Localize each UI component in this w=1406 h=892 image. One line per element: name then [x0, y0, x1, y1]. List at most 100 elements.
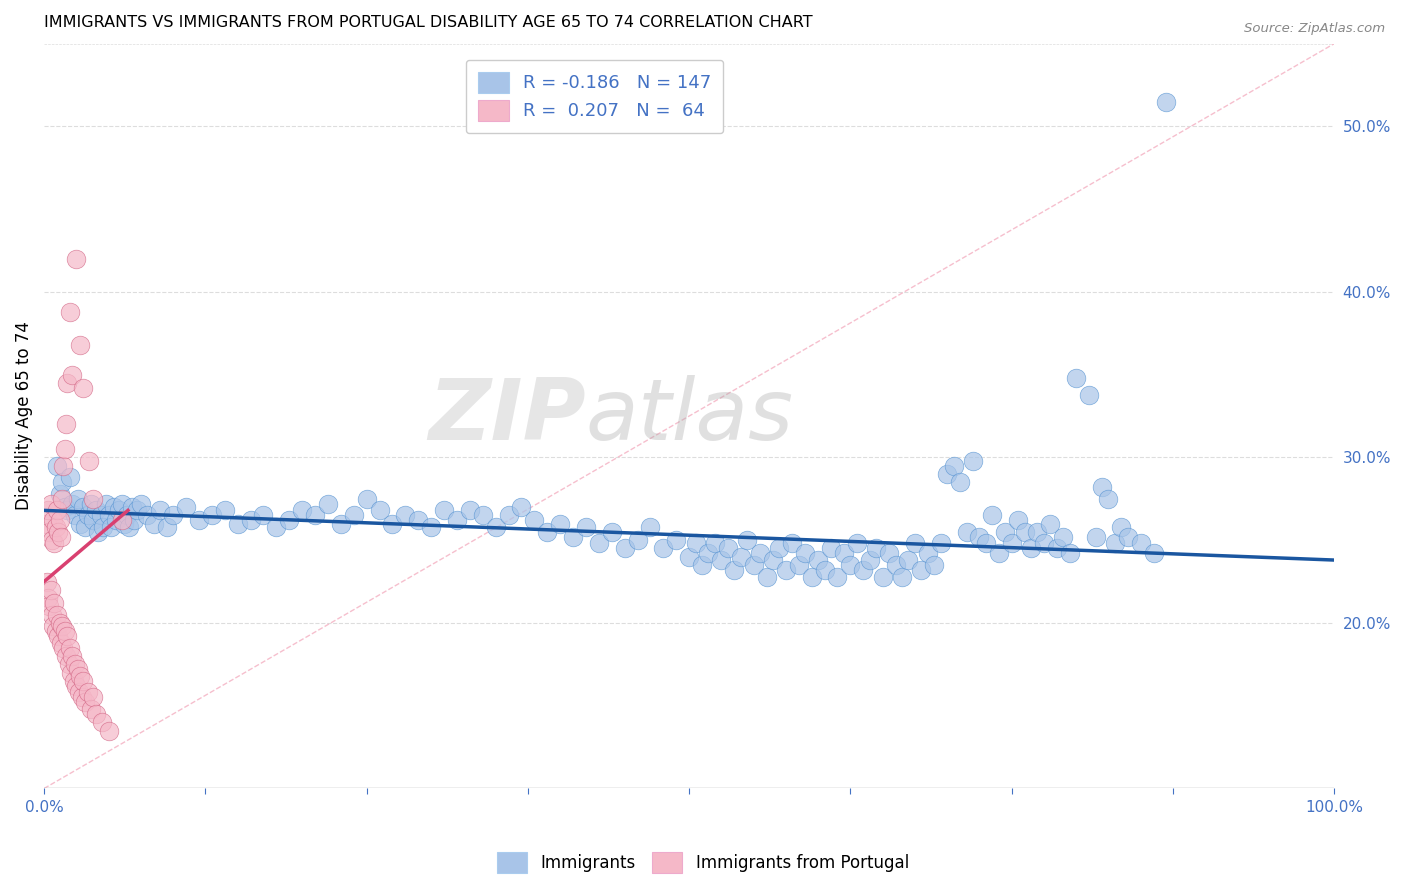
Point	[77, 508, 100, 523]
Point	[865, 541, 887, 556]
Point	[46, 607, 69, 622]
Point	[56, 629, 79, 643]
Point	[252, 508, 274, 523]
Text: ZIP: ZIP	[429, 375, 586, 458]
Point	[42, 513, 65, 527]
Point	[51, 491, 73, 506]
Point	[710, 553, 733, 567]
Point	[446, 513, 468, 527]
Point	[730, 549, 752, 564]
Point	[70, 690, 93, 705]
Point	[46, 629, 69, 643]
Point	[678, 549, 700, 564]
Point	[87, 524, 110, 539]
Point	[1097, 491, 1119, 506]
Point	[67, 685, 90, 699]
Text: Source: ZipAtlas.com: Source: ZipAtlas.com	[1244, 22, 1385, 36]
Point	[813, 563, 835, 577]
Point	[48, 487, 70, 501]
Point	[65, 679, 87, 693]
Point	[807, 553, 830, 567]
Point	[53, 500, 76, 514]
Point	[79, 702, 101, 716]
Point	[58, 657, 80, 672]
Point	[316, 497, 339, 511]
Point	[46, 503, 69, 517]
Point	[63, 657, 86, 672]
Point	[1129, 536, 1152, 550]
Point	[79, 497, 101, 511]
Point	[60, 665, 83, 680]
Point	[343, 508, 366, 523]
Point	[820, 541, 842, 556]
Legend: Immigrants, Immigrants from Portugal: Immigrants, Immigrants from Portugal	[491, 846, 915, 880]
Point	[77, 685, 100, 699]
Point	[142, 516, 165, 531]
Point	[1104, 536, 1126, 550]
Point	[97, 723, 120, 738]
Point	[103, 500, 125, 514]
Point	[782, 536, 804, 550]
Point	[72, 500, 94, 514]
Point	[105, 513, 128, 527]
Point	[394, 508, 416, 523]
Point	[356, 491, 378, 506]
Point	[66, 662, 89, 676]
Point	[110, 497, 132, 511]
Point	[56, 376, 79, 390]
Point	[149, 503, 172, 517]
Point	[121, 500, 143, 514]
Point	[1026, 524, 1049, 539]
Point	[640, 520, 662, 534]
Point	[35, 516, 58, 531]
Point	[62, 497, 84, 511]
Point	[1142, 546, 1164, 560]
Point	[845, 536, 868, 550]
Point	[38, 524, 60, 539]
Point	[42, 619, 65, 633]
Point	[115, 508, 138, 523]
Point	[852, 563, 875, 577]
Point	[75, 695, 97, 709]
Point	[72, 673, 94, 688]
Point	[1001, 536, 1024, 550]
Point	[762, 553, 785, 567]
Point	[510, 500, 533, 514]
Point	[1014, 524, 1036, 539]
Point	[723, 563, 745, 577]
Point	[665, 533, 688, 548]
Point	[690, 558, 713, 572]
Point	[55, 648, 77, 663]
Point	[63, 508, 86, 523]
Point	[94, 497, 117, 511]
Point	[35, 574, 58, 589]
Point	[498, 508, 520, 523]
Point	[1064, 371, 1087, 385]
Point	[44, 536, 66, 550]
Point	[162, 508, 184, 523]
Point	[839, 558, 862, 572]
Point	[55, 417, 77, 432]
Point	[69, 516, 91, 531]
Point	[1046, 541, 1069, 556]
Point	[1039, 516, 1062, 531]
Point	[420, 520, 443, 534]
Point	[91, 715, 114, 730]
Point	[59, 640, 82, 655]
Point	[994, 524, 1017, 539]
Point	[827, 569, 849, 583]
Point	[458, 503, 481, 517]
Point	[1091, 480, 1114, 494]
Point	[536, 524, 558, 539]
Point	[136, 508, 159, 523]
Point	[910, 563, 932, 577]
Point	[897, 553, 920, 567]
Point	[125, 503, 148, 517]
Point	[59, 305, 82, 319]
Point	[266, 520, 288, 534]
Point	[406, 513, 429, 527]
Point	[239, 513, 262, 527]
Point	[877, 546, 900, 560]
Point	[626, 533, 648, 548]
Point	[717, 541, 740, 556]
